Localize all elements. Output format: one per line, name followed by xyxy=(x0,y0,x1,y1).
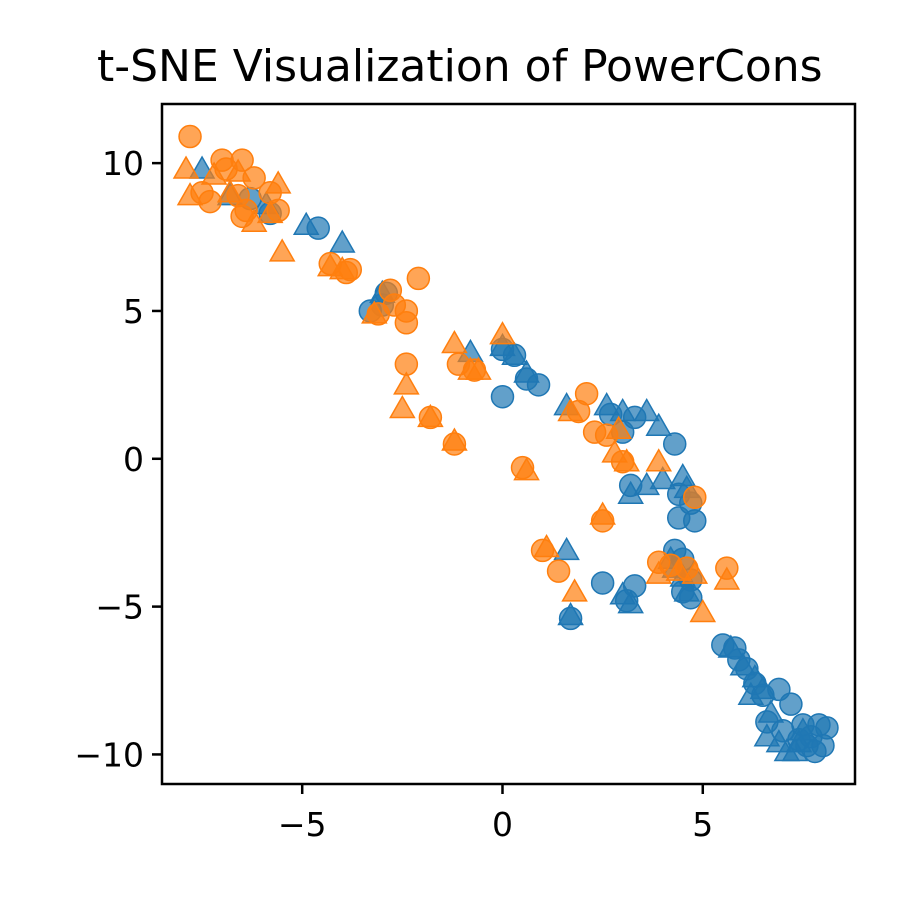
orange-circle-point xyxy=(683,485,707,509)
y-tick-label: −5 xyxy=(95,588,144,627)
blue-triangle-point xyxy=(717,634,745,658)
orange-triangle-point xyxy=(176,182,204,206)
orange-triangle-point xyxy=(605,415,632,439)
orange-triangle-point xyxy=(533,533,560,558)
orange-circle-point xyxy=(546,559,571,583)
orange-triangle-point xyxy=(689,599,717,623)
blue-triangle-point xyxy=(292,211,320,235)
blue-triangle-point xyxy=(501,341,528,366)
blue-triangle-point xyxy=(649,465,677,490)
orange-triangle-point xyxy=(645,448,673,472)
blue-triangle-point xyxy=(633,397,660,422)
blue-circle-point xyxy=(590,571,615,595)
blue-triangle-point xyxy=(789,717,817,741)
orange-circle-point xyxy=(394,311,419,335)
orange-triangle-point xyxy=(713,566,741,590)
blue-triangle-point xyxy=(553,536,580,561)
orange-triangle-point xyxy=(441,427,468,451)
orange-triangle-point xyxy=(465,356,492,380)
blue-triangle-point xyxy=(781,737,809,762)
orange-triangle-point xyxy=(645,560,673,584)
orange-circle-point xyxy=(406,266,431,291)
orange-circle-point xyxy=(178,124,202,149)
blue-circle-point xyxy=(683,509,707,533)
orange-triangle-point xyxy=(328,256,356,280)
blue-triangle-point xyxy=(645,412,673,437)
orange-triangle-point xyxy=(393,371,420,395)
blue-triangle-point xyxy=(617,480,644,505)
blue-triangle-point xyxy=(489,332,516,357)
orange-triangle-point xyxy=(361,300,388,324)
blue-circle-point xyxy=(490,384,515,409)
orange-triangle-point xyxy=(589,501,616,525)
orange-triangle-point xyxy=(216,179,244,203)
axis-ticks: −5 0 5 −10 −5 0 5 10 xyxy=(74,144,713,844)
blue-triangle-point xyxy=(609,397,636,422)
y-tick-label: −10 xyxy=(74,735,144,774)
orange-triangle-point xyxy=(264,170,292,194)
orange-triangle-point xyxy=(256,199,284,224)
blue-triangle-point xyxy=(729,652,757,676)
orange-triangle-point xyxy=(224,158,252,182)
y-tick-label: 0 xyxy=(123,440,144,479)
chart-title: t-SNE Visualization of PowerCons xyxy=(97,41,823,92)
blue-triangle-point xyxy=(557,601,584,626)
blue-triangle-point xyxy=(737,681,765,706)
blue-triangle-point xyxy=(593,392,620,416)
orange-triangle-point xyxy=(172,155,200,179)
blue-triangle-point xyxy=(757,699,785,723)
x-tick-label: 5 xyxy=(692,805,713,844)
orange-triangle-point xyxy=(557,397,584,422)
orange-triangle-point xyxy=(513,457,540,481)
blue-circle-point xyxy=(779,692,803,716)
orange-triangle-point xyxy=(489,321,516,345)
orange-triangle-point xyxy=(681,560,709,584)
orange-triangle-point xyxy=(665,557,693,581)
blue-triangle-point xyxy=(513,359,540,383)
blue-triangle-point xyxy=(673,578,701,602)
orange-triangle-point xyxy=(417,403,444,428)
y-tick-label: 5 xyxy=(123,292,144,331)
data-points xyxy=(172,124,839,764)
orange-triangle-point xyxy=(268,238,296,262)
orange-triangle-point xyxy=(613,448,640,472)
x-tick-label: −5 xyxy=(278,805,327,844)
orange-triangle-point xyxy=(561,578,588,602)
plot-frame xyxy=(160,102,857,786)
orange-circle-point xyxy=(574,381,599,406)
orange-triangle-point xyxy=(441,329,468,354)
orange-triangle-point xyxy=(601,439,628,463)
orange-triangle-point xyxy=(200,161,228,185)
blue-circle-point xyxy=(662,432,687,456)
orange-triangle-point xyxy=(240,208,268,233)
y-tick-label: 10 xyxy=(102,144,144,183)
x-tick-label: 0 xyxy=(492,805,513,844)
blue-triangle-point xyxy=(328,229,356,253)
orange-triangle-point xyxy=(389,395,416,419)
blue-triangle-point xyxy=(617,590,644,614)
